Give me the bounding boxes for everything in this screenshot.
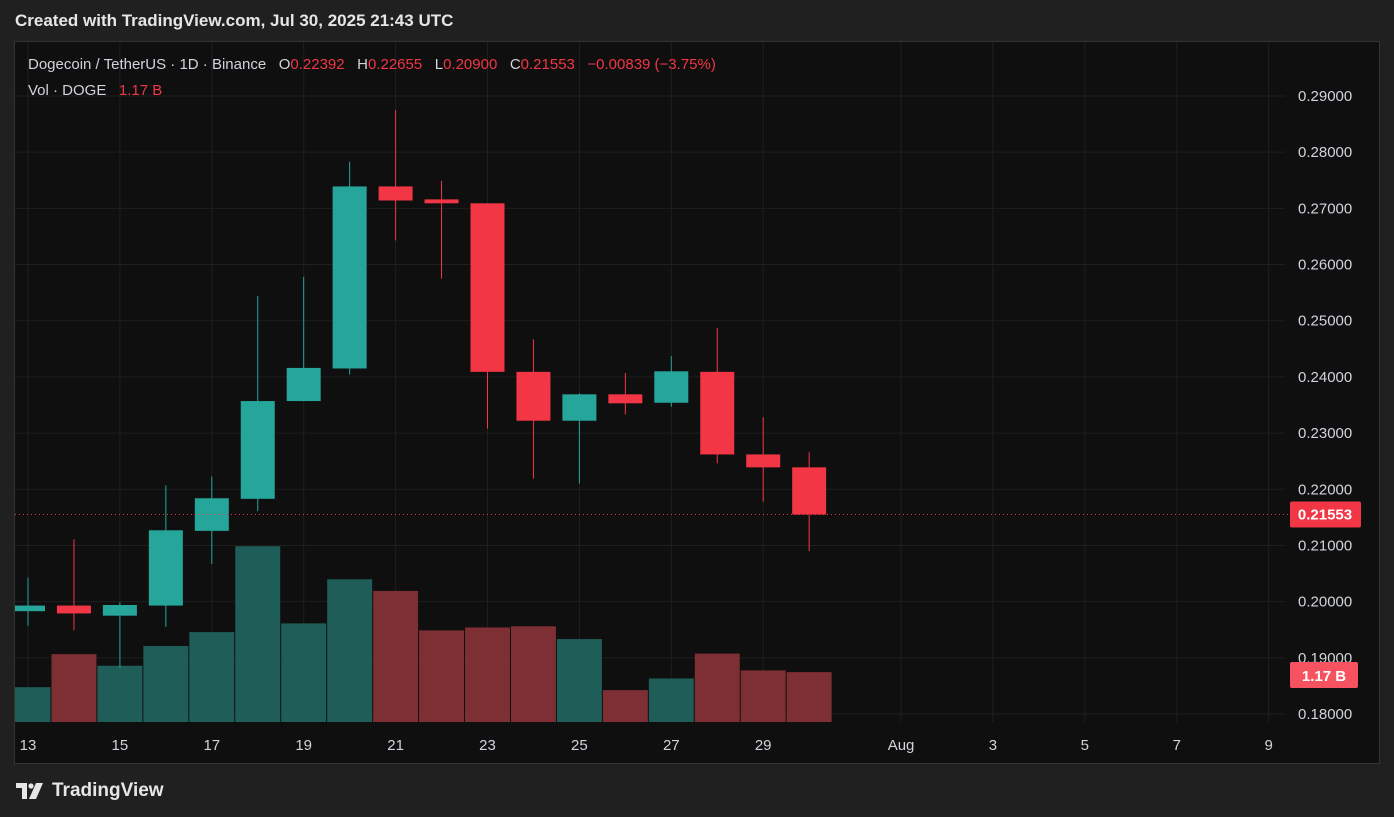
price-tick-label: 0.27000: [1298, 200, 1352, 217]
price-axis[interactable]: 0.29000 0.28000 0.27000 0.26000 0.25000 0.240…: [1298, 88, 1352, 723]
price-tick-label: 0.26000: [1298, 257, 1352, 274]
candle-body: [332, 186, 367, 369]
volume-bar: [510, 626, 556, 722]
volume-bar: [465, 627, 510, 722]
volume-bar: [327, 579, 373, 722]
tradingview-logo-icon: [16, 783, 43, 799]
candle-body: [700, 371, 735, 455]
candle-body: [792, 467, 827, 515]
time-tick-label: 27: [663, 737, 680, 754]
candle-body: [516, 371, 551, 421]
chart-canvas[interactable]: 0.29000 0.28000 0.27000 0.26000 0.25000 0.240…: [15, 42, 1379, 763]
time-tick-label: 9: [1264, 737, 1272, 754]
volume-bar: [143, 646, 189, 722]
time-tick-label: Aug: [888, 737, 915, 754]
volume-bar: [235, 546, 281, 722]
time-tick-label: 5: [1081, 737, 1089, 754]
symbol-title[interactable]: Dogecoin / TetherUS · 1D · Binance: [28, 56, 267, 73]
time-tick-label: 21: [387, 737, 404, 754]
high-label: H: [357, 56, 368, 73]
time-tick-label: 29: [755, 737, 772, 754]
close-label: C: [509, 56, 521, 73]
candle-body: [102, 605, 137, 616]
high-value: 0.22655: [367, 56, 423, 73]
ohlc-legend: Dogecoin / TetherUS · 1D · Binance O0.22…: [28, 56, 716, 73]
price-tick-label: 0.24000: [1298, 369, 1352, 386]
volume-bar: [51, 654, 97, 722]
low-value: 0.20900: [443, 56, 498, 73]
grid: [15, 42, 1285, 722]
price-tick-label: 0.21000: [1298, 537, 1352, 554]
candle-body: [286, 367, 321, 402]
volume-bar: [373, 590, 419, 722]
tradingview-logo[interactable]: TradingView: [16, 780, 164, 802]
price-tick-label: 0.23000: [1298, 425, 1352, 442]
candle-body: [378, 186, 413, 201]
candle-body: [470, 203, 505, 372]
time-tick-label: 19: [295, 737, 312, 754]
time-axis[interactable]: 13 15 17 19 21 23 25 27 29 Aug 3 5 7 9: [20, 737, 1273, 754]
volume-bar: [15, 687, 51, 722]
change-value: −0.00839 (−3.75%): [587, 56, 716, 73]
candle-body: [15, 605, 45, 612]
last-price-label: 0.21553: [1298, 507, 1352, 524]
time-tick-label: 13: [20, 737, 37, 754]
last-price-badge: 0.21553: [1290, 501, 1361, 528]
volume-bar: [694, 653, 740, 722]
candle-body: [240, 401, 275, 499]
volume-bar: [97, 665, 143, 722]
volume-bar: [189, 632, 235, 722]
candle-body: [608, 394, 643, 404]
candle-body: [424, 199, 459, 204]
volume-bar: [740, 670, 786, 722]
price-tick-label: 0.18000: [1298, 706, 1352, 723]
candle-body: [56, 605, 91, 614]
time-tick-label: 17: [203, 737, 220, 754]
volume-label[interactable]: Vol · DOGE: [28, 82, 107, 99]
volume-bar: [281, 623, 327, 722]
price-tick-label: 0.28000: [1298, 144, 1352, 161]
last-volume-label: 1.17 B: [1302, 668, 1346, 685]
candle-body: [746, 454, 781, 468]
volume-bar: [419, 630, 465, 722]
volume-value: 1.17 B: [118, 82, 163, 99]
candle-body: [148, 530, 183, 606]
volume-bar: [786, 672, 832, 722]
last-volume-badge: 1.17 B: [1290, 662, 1358, 688]
price-tick-label: 0.20000: [1298, 594, 1352, 611]
time-tick-label: 7: [1173, 737, 1181, 754]
brand-name: TradingView: [52, 780, 164, 801]
price-tick-label: 0.22000: [1298, 481, 1352, 498]
price-tick-label: 0.29000: [1298, 88, 1352, 105]
candles: [15, 110, 827, 668]
volume-bar: [556, 639, 602, 722]
time-tick-label: 23: [479, 737, 496, 754]
volume-legend: Vol · DOGE 1.17 B: [28, 82, 162, 99]
open-value: 0.22392: [290, 56, 345, 73]
candle-body: [654, 371, 689, 403]
volume-bar: [602, 690, 648, 722]
time-tick-label: 3: [989, 737, 997, 754]
time-tick-label: 15: [112, 737, 129, 754]
chart-caption: Created with TradingView.com, Jul 30, 20…: [15, 11, 454, 30]
time-tick-label: 25: [571, 737, 588, 754]
open-label: O: [278, 56, 291, 73]
candle-body: [562, 394, 597, 421]
close-value: 0.21553: [520, 56, 575, 73]
volume-bar: [648, 678, 694, 722]
price-tick-label: 0.25000: [1298, 313, 1352, 330]
low-label: L: [434, 56, 444, 73]
volume-bars: [15, 546, 832, 722]
chart-panel[interactable]: 0.29000 0.28000 0.27000 0.26000 0.25000 0.240…: [14, 41, 1380, 764]
